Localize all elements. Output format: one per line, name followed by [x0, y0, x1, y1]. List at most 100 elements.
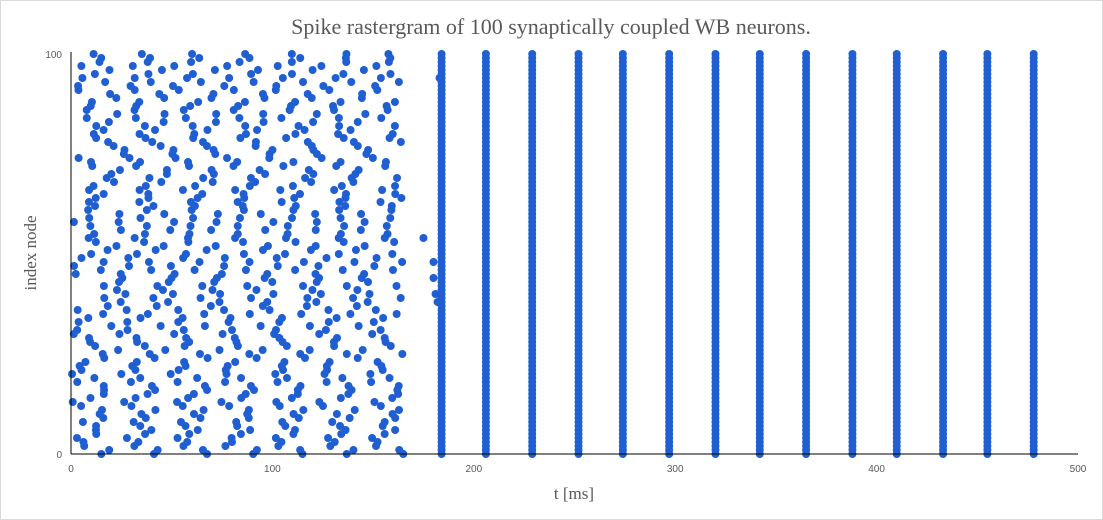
spike-point [130, 74, 139, 82]
spike-point [287, 70, 296, 78]
plot-area [68, 50, 1038, 458]
x-axis-label: t [ms] [554, 484, 594, 503]
spike-point [181, 114, 190, 122]
spike-point [75, 362, 84, 370]
spike-point [387, 202, 396, 210]
spike-point [218, 330, 227, 338]
spike-point [395, 406, 404, 414]
spike-point [312, 110, 321, 118]
spike-point [371, 306, 380, 314]
spike-point [90, 374, 99, 382]
spike-point [398, 258, 407, 266]
spike-point [376, 198, 385, 206]
spike-point [892, 50, 901, 58]
spike-point [388, 266, 397, 274]
spike-point [233, 158, 242, 166]
spike-point [341, 426, 350, 434]
spike-point [73, 326, 82, 334]
spike-point [397, 194, 406, 202]
spike-point [279, 162, 288, 170]
spike-point [334, 130, 343, 138]
spike-point [223, 154, 232, 162]
spike-point [268, 146, 277, 154]
spike-point [170, 270, 179, 278]
spike-point [91, 238, 100, 246]
spike-point [166, 262, 175, 270]
spike-point [380, 430, 389, 438]
spike-point [368, 434, 377, 442]
spike-point [77, 402, 86, 410]
spike-point [92, 122, 101, 130]
spike-point [277, 114, 286, 122]
spike-point [136, 422, 145, 430]
spike-point [99, 190, 108, 198]
spike-point [142, 206, 151, 214]
spike-point [190, 130, 199, 138]
spike-point [247, 70, 256, 78]
spike-point [287, 214, 296, 222]
spike-point [322, 254, 331, 262]
spike-point [256, 322, 265, 330]
spike-point [388, 130, 397, 138]
spike-point [200, 382, 209, 390]
spike-point [369, 318, 378, 326]
y-axis-label: index node [21, 215, 40, 290]
spike-point [289, 158, 298, 166]
spike-point [151, 126, 160, 134]
spike-point [179, 106, 188, 114]
spike-point [114, 218, 123, 226]
x-tick-label: 300 [667, 464, 684, 475]
spike-point [336, 158, 345, 166]
spike-point [136, 158, 145, 166]
spike-point [112, 286, 121, 294]
spike-point [145, 350, 154, 358]
spike-point [336, 394, 345, 402]
spike-point [105, 66, 114, 74]
spike-point [243, 282, 252, 290]
spike-point [188, 122, 197, 130]
spike-point [939, 50, 948, 58]
spike-point [98, 350, 107, 358]
spike-point [135, 130, 144, 138]
spike-point [278, 74, 287, 82]
spike-point [86, 394, 95, 402]
spike-point [115, 330, 124, 338]
spike-point [131, 394, 140, 402]
spike-point [351, 246, 360, 254]
spike-point [211, 118, 220, 126]
spike-point [378, 186, 387, 194]
spike-point [169, 146, 178, 154]
spike-point [259, 110, 268, 118]
spike-point [189, 410, 198, 418]
spike-point [299, 258, 308, 266]
spike-point [149, 202, 158, 210]
spike-point [132, 250, 141, 258]
spike-point [287, 58, 296, 66]
spike-point [296, 446, 305, 454]
spike-point [160, 210, 169, 218]
spike-point [215, 346, 224, 354]
spike-point [288, 182, 297, 190]
spike-point [220, 262, 229, 270]
spike-point [283, 222, 292, 230]
spike-point [178, 314, 187, 322]
spike-point [134, 438, 143, 446]
spike-point [340, 222, 349, 230]
spike-point [203, 126, 212, 134]
spike-point [217, 270, 226, 278]
spike-point [242, 130, 251, 138]
spike-point [207, 226, 216, 234]
spike-point [273, 262, 282, 270]
spike-point [105, 446, 114, 454]
spike-point [161, 346, 170, 354]
spike-point [213, 210, 222, 218]
spike-point [89, 50, 98, 58]
spike-point [386, 70, 395, 78]
spike-point [392, 282, 401, 290]
spike-point [188, 50, 197, 58]
spike-point [151, 406, 160, 414]
spike-point [207, 166, 216, 174]
spike-point [107, 170, 116, 178]
spike-point [296, 382, 305, 390]
